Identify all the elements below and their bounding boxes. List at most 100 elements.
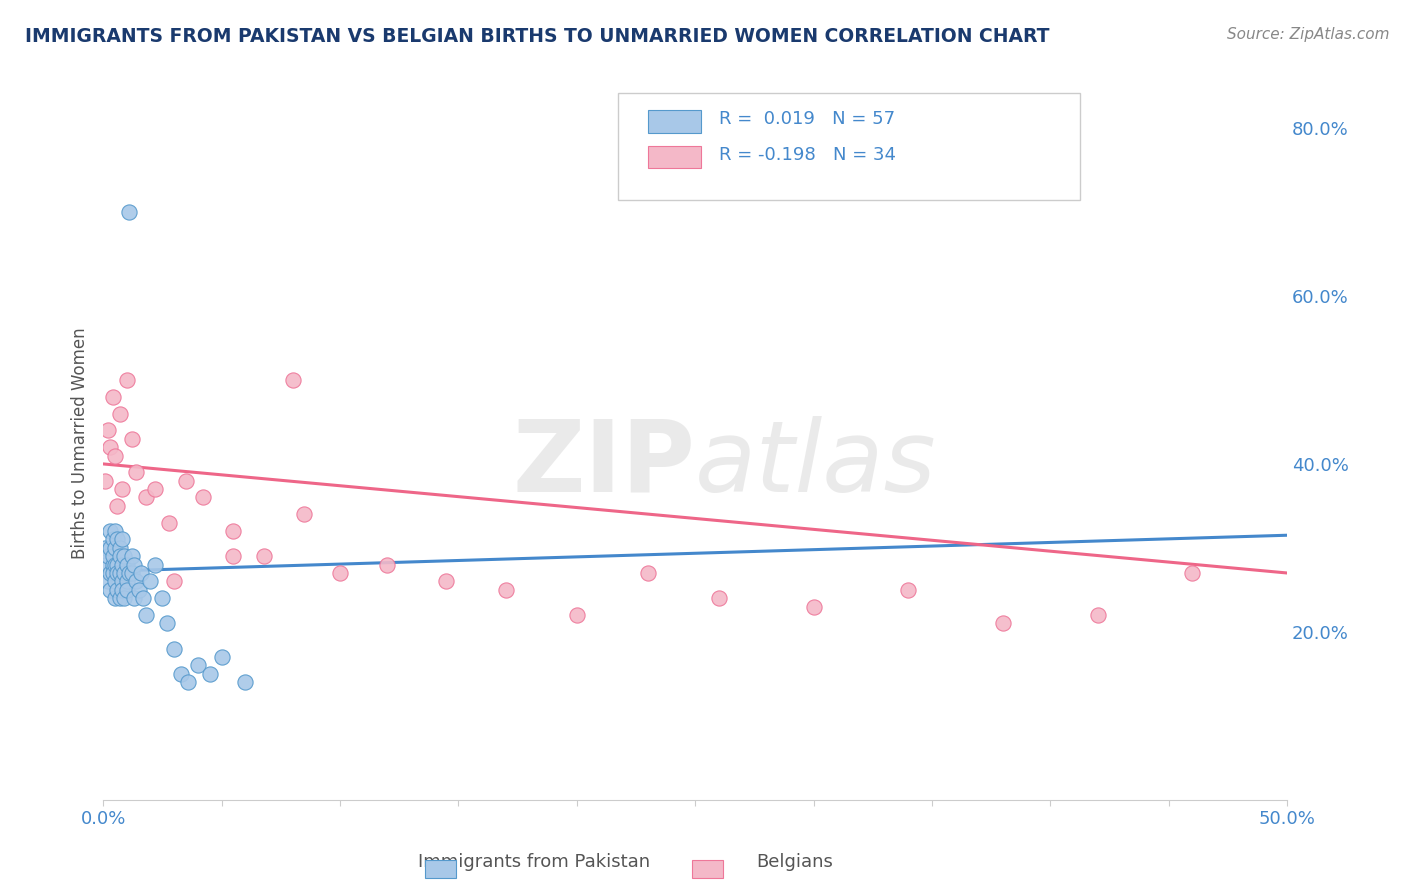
Point <box>174 474 197 488</box>
Point <box>125 465 148 479</box>
Text: R =  0.019   N = 57: R = 0.019 N = 57 <box>718 111 894 128</box>
Point <box>105 499 128 513</box>
Point <box>281 373 304 387</box>
Point <box>222 524 245 538</box>
Point <box>163 574 186 589</box>
Point <box>105 566 128 580</box>
Point <box>375 558 398 572</box>
Point <box>111 482 134 496</box>
Point <box>98 440 121 454</box>
Point <box>101 533 124 547</box>
Point <box>101 549 124 564</box>
Point <box>253 549 276 564</box>
Point <box>111 582 134 597</box>
Point <box>139 574 162 589</box>
Point <box>115 582 138 597</box>
Text: IMMIGRANTS FROM PAKISTAN VS BELGIAN BIRTHS TO UNMARRIED WOMEN CORRELATION CHART: IMMIGRANTS FROM PAKISTAN VS BELGIAN BIRT… <box>25 27 1050 45</box>
Point <box>122 558 145 572</box>
Point <box>111 558 134 572</box>
Point <box>187 658 209 673</box>
Point <box>150 591 173 606</box>
Point <box>156 616 179 631</box>
Point <box>132 591 155 606</box>
Point <box>707 591 730 606</box>
Point <box>159 516 181 530</box>
Point <box>121 549 143 564</box>
Point <box>98 524 121 538</box>
Point <box>104 558 127 572</box>
Point <box>105 582 128 597</box>
Point <box>125 574 148 589</box>
Point <box>105 533 128 547</box>
Point <box>436 574 458 589</box>
Text: Immigrants from Pakistan: Immigrants from Pakistan <box>418 853 651 871</box>
Text: Source: ZipAtlas.com: Source: ZipAtlas.com <box>1226 27 1389 42</box>
Text: atlas: atlas <box>695 416 936 513</box>
Text: Belgians: Belgians <box>756 853 832 871</box>
Point <box>565 607 588 622</box>
Point <box>198 666 221 681</box>
Point <box>115 574 138 589</box>
FancyBboxPatch shape <box>648 145 702 169</box>
FancyBboxPatch shape <box>619 94 1080 201</box>
Point <box>97 549 120 564</box>
Point <box>163 641 186 656</box>
Point <box>191 491 214 505</box>
Point <box>135 491 157 505</box>
Point <box>803 599 825 614</box>
Point <box>104 524 127 538</box>
Point <box>97 423 120 437</box>
Point <box>97 574 120 589</box>
Point <box>114 591 136 606</box>
Text: ZIP: ZIP <box>512 416 695 513</box>
Point <box>143 558 166 572</box>
Point <box>170 666 193 681</box>
Point <box>118 205 141 219</box>
Point <box>104 541 127 555</box>
Point <box>108 549 131 564</box>
Point <box>122 591 145 606</box>
FancyBboxPatch shape <box>648 110 702 133</box>
Y-axis label: Births to Unmarried Women: Births to Unmarried Women <box>72 327 89 558</box>
Point <box>115 558 138 572</box>
Point <box>111 574 134 589</box>
Point <box>101 566 124 580</box>
Point <box>121 566 143 580</box>
Point <box>105 558 128 572</box>
Point <box>101 390 124 404</box>
Point <box>991 616 1014 631</box>
Text: R = -0.198   N = 34: R = -0.198 N = 34 <box>718 145 896 164</box>
Point <box>108 541 131 555</box>
Point <box>108 407 131 421</box>
Point <box>98 541 121 555</box>
Point <box>115 373 138 387</box>
Point <box>222 549 245 564</box>
Point <box>114 566 136 580</box>
Point <box>94 474 117 488</box>
Point <box>211 649 233 664</box>
Point <box>94 541 117 555</box>
Point <box>98 582 121 597</box>
Point <box>98 566 121 580</box>
Point <box>128 582 150 597</box>
Point <box>177 675 200 690</box>
Point <box>94 558 117 572</box>
Point <box>111 533 134 547</box>
Point <box>135 607 157 622</box>
Point <box>1181 566 1204 580</box>
Point <box>114 549 136 564</box>
Point <box>108 591 131 606</box>
Point <box>121 432 143 446</box>
Point <box>101 558 124 572</box>
Point <box>233 675 256 690</box>
Point <box>104 449 127 463</box>
Point <box>329 566 352 580</box>
Point <box>143 482 166 496</box>
Point <box>495 582 517 597</box>
Point <box>108 566 131 580</box>
Point <box>104 574 127 589</box>
Point <box>294 508 316 522</box>
Point <box>637 566 659 580</box>
Point <box>118 566 141 580</box>
Point <box>1087 607 1109 622</box>
